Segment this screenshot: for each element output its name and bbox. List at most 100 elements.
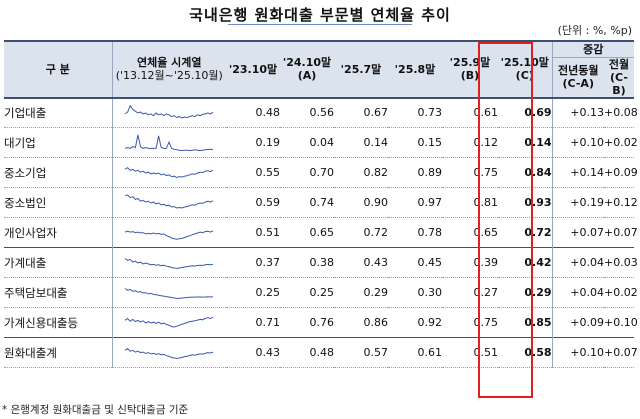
sparkline-path (124, 104, 214, 119)
mom-cell: +0.08 (604, 97, 638, 128)
sparkline-path (125, 134, 214, 151)
mom-cell: +0.03 (604, 247, 638, 278)
value-cell: 0.81 (442, 187, 498, 218)
yoy-cell: +0.10 (551, 337, 604, 368)
value-cell: 0.56 (280, 97, 334, 128)
value-cell: 0.29 (498, 277, 552, 308)
value-cell: 0.42 (498, 247, 552, 278)
sparkline-path (124, 166, 214, 178)
mom-cell: +0.07 (604, 217, 638, 248)
sparkline-path (125, 229, 214, 240)
value-cell: 0.67 (334, 97, 388, 128)
sparkline (125, 193, 214, 209)
value-cell: 0.51 (226, 217, 280, 248)
sparkline-cell (111, 247, 226, 278)
value-cell: 0.90 (334, 187, 388, 218)
value-cell: 0.30 (388, 277, 442, 308)
mom-cell: +0.09 (604, 157, 638, 188)
change-col-header-mom: 전월 (C-B) (604, 56, 634, 99)
value-cell: 0.72 (334, 217, 388, 248)
row-label: 개인사업자 (4, 217, 112, 248)
value-cell: 0.55 (226, 157, 280, 188)
value-cell: 0.86 (334, 307, 388, 338)
row-label: 주택담보대출 (4, 277, 112, 308)
value-cell: 0.38 (280, 247, 334, 278)
value-cell: 0.97 (388, 187, 442, 218)
col-header-3: '25.8말 (388, 40, 442, 99)
page-title: 국내은행 원화대출 부문별 연체율 추이 (189, 6, 451, 24)
value-cell: 0.04 (280, 127, 334, 158)
sparkline-cell (111, 217, 226, 248)
sparkline-cell (111, 157, 226, 188)
yoy-cell: +0.04 (551, 247, 604, 278)
mom-cell: +0.02 (604, 127, 638, 158)
delinquency-table: 구 분 연체율 시계열 ('13.12월~'25.10월) '23.10말 '2… (4, 40, 638, 368)
row-label: 원화대출계 (4, 337, 112, 368)
yoy-cell: +0.09 (551, 307, 604, 338)
value-cell: 0.48 (280, 337, 334, 368)
value-cell: 0.65 (442, 217, 498, 248)
sparkline-cell (111, 337, 226, 368)
col-header-1: '24.10말 (A) (280, 40, 334, 99)
unit-label: (단위 : %, %p) (557, 24, 632, 37)
change-group-header: 증감 (551, 40, 634, 58)
table-row: 중소기업 0.55 0.70 0.82 0.89 0.75 0.84 +0.14 +0.09 (4, 157, 638, 188)
value-cell: 0.12 (442, 127, 498, 158)
value-cell: 0.39 (442, 247, 498, 278)
sparkline-cell (111, 277, 226, 308)
value-cell: 0.43 (226, 337, 280, 368)
row-label: 가계신용대출등 (4, 307, 112, 338)
sparkline-cell (111, 97, 226, 128)
value-cell: 0.70 (280, 157, 334, 188)
value-cell: 0.65 (280, 217, 334, 248)
sparkline-path (125, 193, 214, 209)
value-cell: 0.19 (226, 127, 280, 158)
sparkline (124, 166, 214, 178)
yoy-cell: +0.19 (551, 187, 604, 218)
series-header: 연체율 시계열 ('13.12월~'25.10월) (111, 40, 226, 99)
value-cell: 0.93 (498, 187, 552, 218)
sparkline (124, 287, 214, 299)
yoy-cell: +0.13 (551, 97, 604, 128)
value-cell: 0.69 (498, 97, 552, 128)
sparkline-path (124, 316, 214, 328)
value-cell: 0.48 (226, 97, 280, 128)
value-cell: 0.45 (388, 247, 442, 278)
footnote: * 은행계정 원화대출금 및 신탁대출금 기준 (2, 404, 189, 416)
row-label: 중소기업 (4, 157, 112, 188)
value-cell: 0.27 (442, 277, 498, 308)
row-label: 가계대출 (4, 247, 112, 278)
sparkline-cell (111, 187, 226, 218)
value-cell: 0.15 (388, 127, 442, 158)
value-cell: 0.25 (226, 277, 280, 308)
value-cell: 0.85 (498, 307, 552, 338)
sparkline-path (124, 287, 214, 299)
value-cell: 0.25 (280, 277, 334, 308)
value-cell: 0.61 (388, 337, 442, 368)
table-row: 대기업 0.19 0.04 0.14 0.15 0.12 0.14 +0.10 +0.02 (4, 127, 638, 158)
sparkline (125, 134, 214, 151)
mom-cell: +0.07 (604, 337, 638, 368)
row-label: 중소법인 (4, 187, 112, 218)
row-label: 기업대출 (4, 97, 112, 128)
value-cell: 0.73 (388, 97, 442, 128)
table-row: 원화대출계 0.43 0.48 0.57 0.61 0.51 0.58 +0.10 +0.07 (4, 337, 638, 368)
title-underline (228, 24, 412, 25)
value-cell: 0.58 (498, 337, 552, 368)
value-cell: 0.14 (498, 127, 552, 158)
table-row: 기업대출 0.48 0.56 0.67 0.73 0.61 0.69 +0.13 +0.08 (4, 97, 638, 128)
col-header-4: '25.9말 (B) (442, 40, 498, 99)
table-row: 개인사업자 0.51 0.65 0.72 0.78 0.65 0.72 +0.07 +0.07 (4, 217, 638, 248)
sparkline (124, 316, 214, 328)
value-cell: 0.75 (442, 157, 498, 188)
value-cell: 0.51 (442, 337, 498, 368)
col-header-2: '25.7말 (334, 40, 388, 99)
value-cell: 0.92 (388, 307, 442, 338)
value-cell: 0.37 (226, 247, 280, 278)
change-col-header-yoy: 전년동월 (C-A) (551, 56, 604, 99)
sparkline (125, 229, 214, 240)
row-label: 대기업 (4, 127, 112, 158)
value-cell: 0.82 (334, 157, 388, 188)
sparkline-path (124, 257, 214, 269)
sparkline-cell (111, 307, 226, 338)
